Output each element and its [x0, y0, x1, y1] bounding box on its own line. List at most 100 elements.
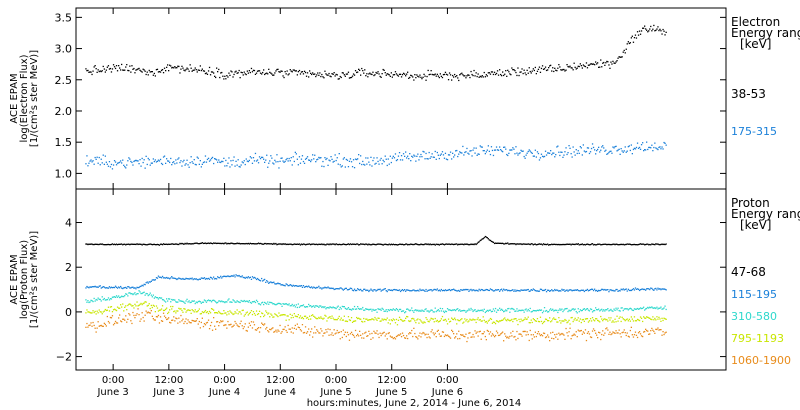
- data-point: [291, 71, 293, 73]
- data-point: [323, 165, 325, 168]
- data-point: [331, 307, 333, 309]
- data-point: [325, 158, 327, 161]
- data-point: [175, 317, 177, 319]
- data-point: [388, 74, 390, 76]
- data-point: [128, 292, 130, 294]
- data-point: [551, 289, 553, 291]
- data-point: [586, 288, 589, 291]
- data-point: [438, 289, 440, 291]
- data-point: [181, 65, 183, 67]
- data-point: [259, 72, 262, 74]
- data-point: [231, 164, 233, 166]
- data-point: [539, 157, 542, 159]
- data-point: [481, 146, 483, 148]
- data-point: [601, 308, 603, 310]
- data-point: [242, 300, 244, 303]
- data-point: [131, 293, 133, 295]
- data-point: [627, 309, 629, 311]
- data-point: [356, 335, 358, 337]
- data-point: [594, 288, 596, 290]
- data-point: [648, 244, 650, 246]
- data-point: [525, 318, 527, 320]
- data-point: [648, 317, 650, 319]
- data-point: [663, 243, 665, 245]
- data-point: [178, 307, 180, 309]
- x-tick-time-label: 12:00: [154, 375, 183, 386]
- data-point: [384, 335, 386, 337]
- data-point: [529, 322, 531, 324]
- data-point: [309, 159, 311, 161]
- data-point: [196, 71, 198, 73]
- data-point: [590, 243, 593, 245]
- data-point: [388, 332, 390, 334]
- data-point: [375, 318, 377, 320]
- data-point: [246, 243, 248, 245]
- data-point: [550, 64, 552, 66]
- series-47-68: [85, 235, 667, 246]
- data-point: [654, 317, 656, 320]
- data-point: [448, 336, 451, 338]
- data-point: [545, 291, 548, 293]
- data-point: [132, 243, 134, 245]
- data-point: [204, 72, 207, 75]
- data-point: [290, 284, 292, 286]
- data-point: [131, 243, 133, 245]
- data-point: [371, 332, 373, 335]
- data-point: [416, 319, 418, 321]
- data-point: [466, 147, 468, 150]
- data-point: [617, 244, 619, 246]
- data-point: [528, 243, 530, 245]
- data-point: [180, 243, 182, 245]
- data-point: [595, 332, 597, 334]
- data-point: [360, 155, 362, 157]
- data-point: [371, 165, 373, 167]
- data-point: [157, 71, 160, 73]
- data-point: [302, 160, 305, 163]
- data-point: [473, 289, 475, 291]
- data-point: [169, 321, 171, 324]
- data-point: [385, 290, 387, 292]
- data-point: [572, 69, 574, 71]
- data-point: [309, 334, 311, 336]
- data-point: [648, 307, 650, 309]
- data-point: [322, 335, 324, 337]
- data-point: [428, 74, 430, 76]
- data-point: [323, 287, 325, 289]
- data-point: [137, 243, 139, 246]
- data-point: [161, 163, 164, 166]
- data-point: [250, 243, 253, 245]
- data-point: [464, 336, 466, 338]
- data-point: [257, 313, 260, 315]
- data-point: [174, 320, 176, 322]
- data-point: [653, 289, 655, 291]
- data-point: [392, 318, 394, 320]
- data-point: [459, 337, 461, 340]
- data-point: [586, 308, 589, 310]
- data-point: [449, 320, 452, 322]
- data-point: [425, 79, 427, 81]
- data-point: [361, 243, 363, 245]
- data-point: [651, 243, 653, 245]
- data-point: [642, 243, 644, 245]
- data-point: [595, 244, 597, 246]
- data-point: [564, 338, 566, 340]
- data-point: [240, 164, 242, 166]
- data-point: [624, 146, 626, 148]
- data-point: [565, 308, 567, 310]
- data-point: [398, 73, 401, 75]
- data-point: [112, 286, 115, 289]
- data-point: [354, 289, 357, 292]
- data-point: [304, 315, 307, 317]
- data-point: [473, 69, 475, 72]
- data-point: [533, 336, 535, 338]
- data-point: [564, 308, 566, 310]
- data-point: [152, 294, 154, 296]
- data-point: [564, 318, 566, 321]
- data-point: [503, 146, 505, 148]
- data-point: [391, 76, 393, 78]
- data-point: [492, 321, 495, 323]
- data-point: [577, 65, 579, 67]
- data-point: [243, 326, 245, 328]
- data-point: [238, 165, 240, 168]
- data-point: [432, 156, 434, 158]
